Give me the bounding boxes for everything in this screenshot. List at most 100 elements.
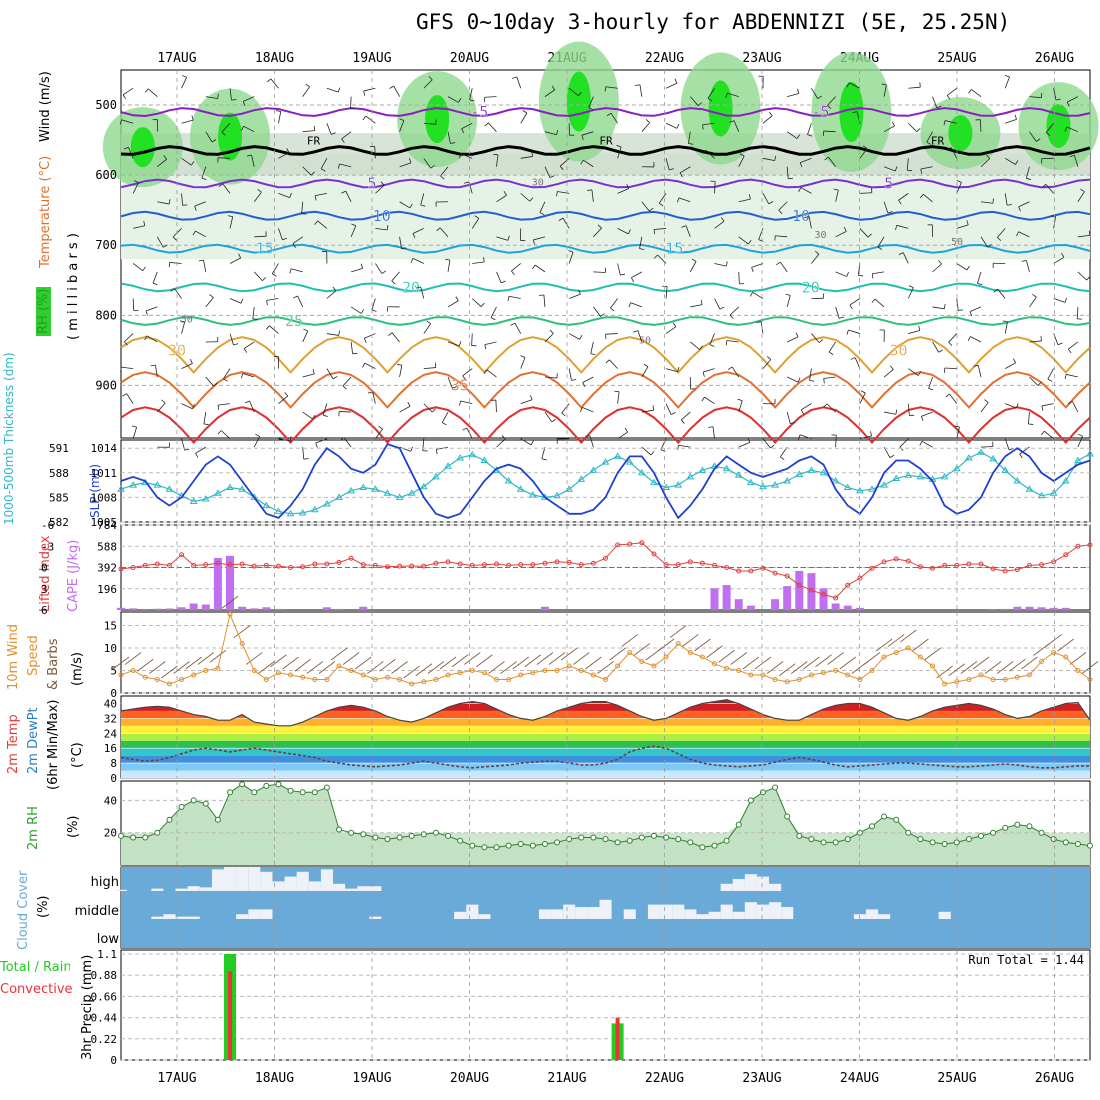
wind-barb [714,220,725,229]
rh2m-point [541,841,548,847]
wind10-barb [1057,638,1075,652]
wind10-speed-point [724,665,730,671]
wind-barb-flag [507,235,510,241]
wind-barb [205,376,214,387]
wind-barb [181,157,192,166]
wind-barb [271,263,279,274]
wind10-barb [972,656,990,670]
cape-bar [226,555,235,610]
wind-barb-flag [795,332,799,338]
wind-barb [907,287,914,299]
thickness-point [359,483,368,491]
wind-barb-flag [804,216,810,218]
wind-barb [665,368,678,373]
rh2m-point [420,831,427,838]
wind-barb [222,183,231,194]
isotherm-label: 30 [889,341,907,359]
precip-total-label: Total / Rain [0,960,70,975]
wind-barb-flag [768,111,773,116]
wind10-barb [464,652,481,665]
wind-barb-flag [440,175,445,180]
wind10-barb [524,654,542,668]
wind-barb-flag [770,444,775,449]
wind-barb [854,357,861,369]
wind10-speed-point [772,677,778,682]
wind-barb-flag [522,110,528,114]
thickness-point [940,472,949,480]
thickness-point [1037,491,1046,499]
wind-barb-flag [507,296,510,302]
wind-barb-flag [846,82,850,88]
thickness-point [407,489,416,496]
wind-barb-flag [809,380,815,382]
precip-conv-label: Convective [0,982,73,997]
wind-barb [375,184,385,194]
wind-barb [779,446,788,458]
wind10-barb [500,661,517,674]
cloud-high-bar [756,876,770,891]
wind-barb-flag [677,197,680,203]
wind-barb [1076,306,1079,319]
rh2m-point [614,839,621,846]
wind-barb [253,436,261,448]
wind-barb-flag [551,85,556,90]
thickness-point [565,485,574,492]
wind-barb [399,405,411,413]
thickness-point [347,486,356,494]
wind10-barb [245,652,263,665]
wind10-barb [197,652,215,665]
wind-barb-flag [493,153,498,156]
wind-barb [315,438,328,444]
wind10-speed-point [554,668,560,673]
wind-barb-flag [450,142,456,144]
thickness-point [214,489,222,496]
wind-barb [461,122,473,130]
precip-tick-label: 0.66 [91,990,118,1003]
wind-barb [462,368,473,377]
wind-barb [956,298,959,311]
lifted-index-point [1075,543,1081,549]
wind-barb [591,189,594,202]
wind10-speed-point [348,668,354,673]
wind-barb-flag [877,246,883,250]
wind-barb-flag [894,166,898,172]
wind-barb [145,306,158,312]
wind10-speed-point [384,674,390,680]
wind-barb [786,131,798,139]
wind-barb [944,367,957,370]
wind-barb [617,263,621,276]
wind-barb [242,373,255,378]
wind-barb-flag [284,392,289,397]
thickness-point [456,454,465,461]
wind10-speed-point [130,668,136,673]
lifted-index-point [566,560,572,566]
cape-bar [783,586,792,610]
rh2m-point [396,834,403,841]
rh2m-point [1038,829,1045,836]
wind10-speed-point [312,677,318,682]
cape-bar [189,603,198,610]
wind-barb-flag [1041,184,1047,188]
wind10-speed-point [1075,668,1081,673]
thickness-point [1013,477,1022,484]
cloud-high-bar [224,867,237,891]
wind-barb-flag [162,244,168,248]
wind-barb-flag [501,435,506,440]
wind10-speed-point [748,672,754,678]
thickness-point [298,509,307,516]
cape-bar [795,570,804,610]
wind-barb-flag [928,387,934,391]
rh-contour-label: 30 [814,230,826,241]
wind-barb-flag [800,409,804,415]
temp-band [121,718,1090,726]
rh2m-point [893,816,900,823]
rh2m-point [154,829,161,836]
wind-barb [702,122,715,126]
date-label-top: 18AUG [255,51,294,66]
wind-barb-flag [798,187,802,192]
wind-barb [121,366,134,370]
wind-barb [544,376,557,379]
wind-barb-flag [282,237,288,241]
wind-barb [350,96,352,109]
wind10-speed-point [518,672,524,678]
